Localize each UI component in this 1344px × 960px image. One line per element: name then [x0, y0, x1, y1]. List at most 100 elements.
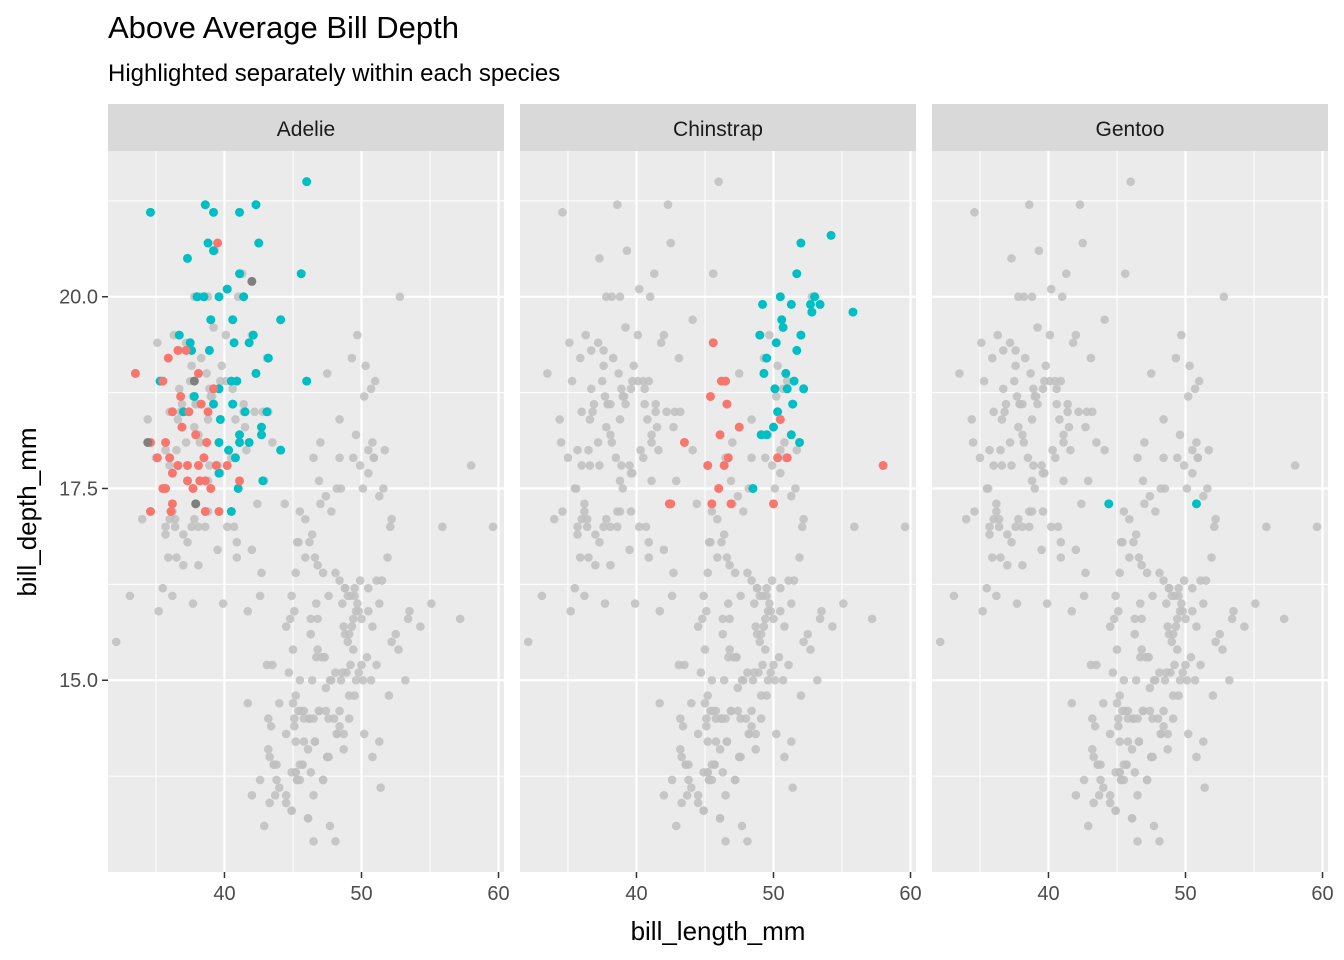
- background-point: [339, 729, 348, 739]
- y-tick-label: 20.0: [59, 287, 98, 309]
- background-point: [1129, 537, 1138, 547]
- background-point: [1048, 445, 1057, 455]
- background-point: [997, 415, 1007, 424]
- background-point: [299, 737, 309, 746]
- background-point: [1172, 453, 1182, 463]
- facet-panel-gentoo: Gentoo 40 50 60: [932, 104, 1334, 905]
- background-point: [1137, 645, 1146, 654]
- highlight-point-below: [679, 437, 689, 447]
- background-point: [301, 514, 310, 524]
- background-point: [629, 361, 639, 371]
- background-point: [789, 576, 799, 585]
- background-point: [617, 461, 626, 470]
- background-point: [992, 507, 1001, 516]
- highlight-point-above: [251, 200, 261, 210]
- background-point: [265, 798, 274, 808]
- background-point: [1162, 599, 1171, 608]
- background-point: [636, 445, 645, 455]
- background-point: [1066, 445, 1075, 455]
- background-point: [232, 537, 242, 547]
- highlight-point-above: [228, 399, 238, 409]
- background-point: [170, 522, 180, 532]
- background-point: [651, 399, 660, 409]
- highlight-point-above: [214, 292, 224, 302]
- background-point: [364, 606, 373, 616]
- background-point: [686, 698, 696, 708]
- background-point: [370, 376, 380, 386]
- background-point: [998, 346, 1008, 355]
- highlight-point-below: [768, 499, 778, 509]
- highlight-point-above: [796, 330, 806, 340]
- highlight-point-below: [715, 430, 725, 440]
- background-point: [247, 545, 257, 555]
- background-point: [359, 729, 369, 739]
- background-point: [1211, 637, 1220, 647]
- background-point: [1196, 660, 1205, 670]
- highlight-point-below: [193, 368, 203, 378]
- background-point: [732, 652, 741, 662]
- background-point: [1312, 522, 1322, 532]
- highlight-point-below: [167, 499, 177, 509]
- highlight-point-above: [226, 376, 236, 386]
- highlight-point-below: [158, 376, 168, 386]
- background-point: [1190, 675, 1200, 685]
- background-point: [619, 392, 629, 401]
- highlight-point-above: [786, 430, 796, 440]
- background-point: [828, 622, 837, 631]
- background-point: [676, 714, 685, 723]
- background-point: [1168, 629, 1178, 639]
- background-point: [1192, 438, 1201, 447]
- background-point: [1089, 798, 1098, 808]
- background-point: [756, 629, 766, 639]
- background-point: [387, 637, 396, 647]
- background-point: [681, 760, 691, 769]
- background-point: [394, 645, 403, 654]
- background-point: [196, 353, 206, 363]
- background-point: [1174, 583, 1183, 593]
- background-point: [1140, 438, 1149, 447]
- background-point: [179, 560, 188, 570]
- background-point: [752, 583, 762, 593]
- background-point: [721, 790, 730, 800]
- background-point: [1037, 545, 1046, 555]
- highlight-point-below: [152, 453, 162, 463]
- highlight-point-below: [209, 384, 219, 394]
- background-point: [806, 645, 815, 654]
- background-point: [295, 675, 305, 685]
- highlight-point-above: [235, 207, 245, 217]
- background-point: [1079, 775, 1089, 785]
- background-point: [221, 330, 231, 340]
- background-point: [1175, 675, 1185, 685]
- background-point: [688, 315, 697, 325]
- background-point: [1007, 461, 1016, 470]
- background-point: [177, 399, 187, 409]
- background-point: [290, 606, 299, 616]
- highlight-point-below: [722, 399, 732, 409]
- highlight-point-above: [209, 399, 219, 409]
- background-point: [416, 622, 425, 631]
- background-point: [595, 254, 604, 263]
- background-point: [1149, 821, 1159, 831]
- background-point: [655, 698, 665, 708]
- background-point: [1098, 783, 1108, 792]
- background-point: [361, 361, 370, 371]
- background-point: [1179, 461, 1189, 470]
- background-point: [651, 407, 660, 417]
- background-point: [591, 560, 600, 570]
- background-point: [744, 729, 754, 739]
- background-point: [205, 461, 214, 470]
- background-point: [717, 537, 726, 547]
- x-tick-label: 60: [1311, 883, 1333, 905]
- background-point: [558, 507, 567, 516]
- highlight-point-below: [206, 483, 216, 493]
- background-point: [599, 361, 608, 371]
- background-point: [1100, 445, 1109, 455]
- highlight-point-above: [174, 330, 184, 340]
- background-point: [231, 415, 240, 424]
- highlight-point-below: [167, 407, 177, 417]
- background-point: [303, 814, 313, 823]
- background-point: [1163, 729, 1172, 739]
- background-point: [985, 530, 994, 539]
- background-point: [797, 522, 807, 532]
- background-point: [1055, 415, 1064, 424]
